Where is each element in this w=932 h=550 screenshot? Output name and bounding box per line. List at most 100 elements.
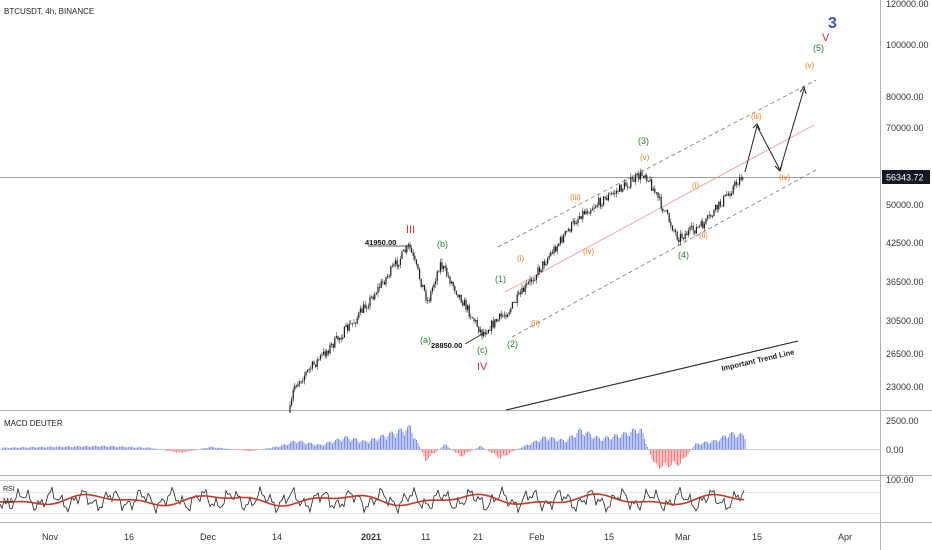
candle-body xyxy=(503,315,505,316)
macd-bar xyxy=(350,441,351,450)
candle-body xyxy=(516,294,518,303)
macd-bar xyxy=(365,440,366,450)
macd-bar xyxy=(66,446,68,450)
macd-bar xyxy=(93,445,95,450)
high-label: 41950.00 xyxy=(365,238,396,247)
candle-body xyxy=(719,201,721,206)
macd-bar xyxy=(575,437,576,450)
macd-bar xyxy=(267,448,269,450)
macd-bar xyxy=(708,443,710,450)
macd-bar xyxy=(144,447,146,450)
macd-bar xyxy=(537,441,539,450)
macd-bar xyxy=(239,449,240,451)
macd-bar xyxy=(68,446,69,450)
macd-bar xyxy=(104,445,105,450)
candle-body xyxy=(316,359,318,367)
macd-bar xyxy=(695,443,696,450)
macd-bar xyxy=(383,434,384,450)
candle-body xyxy=(329,344,331,354)
macd-bar xyxy=(278,447,279,450)
macd-bar xyxy=(668,449,669,468)
macd-bar xyxy=(639,428,641,450)
macd-bar xyxy=(72,447,74,450)
candle-body xyxy=(379,286,381,288)
macd-bar xyxy=(102,445,104,450)
macd-bar xyxy=(456,449,458,454)
macd-bar xyxy=(495,449,497,456)
macd-bar xyxy=(254,449,255,451)
macd-bar xyxy=(371,438,372,450)
macd-bar xyxy=(321,444,323,450)
channel-upper xyxy=(497,79,817,248)
macd-bar xyxy=(24,447,26,450)
macd-bar xyxy=(536,440,537,450)
macd-bar xyxy=(359,443,360,450)
candle-body xyxy=(430,291,432,302)
macd-bar xyxy=(638,433,639,450)
candle-body xyxy=(299,381,301,384)
macd-bar xyxy=(167,449,168,451)
candle-body xyxy=(558,243,560,247)
macd-bar xyxy=(182,449,183,453)
candle-body xyxy=(371,296,373,298)
candle-body xyxy=(531,279,533,282)
macd-bar xyxy=(186,449,188,452)
macd-bar xyxy=(116,447,117,450)
candle-body xyxy=(311,361,313,369)
macd-bar xyxy=(381,434,383,450)
time-tick: 15 xyxy=(604,532,614,542)
macd-bar xyxy=(147,447,149,450)
macd-bar xyxy=(483,448,485,450)
candle-body xyxy=(403,249,405,252)
candle-body xyxy=(324,351,326,357)
macd-bar xyxy=(50,446,51,450)
macd-bar xyxy=(272,447,273,450)
macd-bar xyxy=(266,448,267,450)
rsi-tick: 100.00 xyxy=(886,475,914,485)
candle-body xyxy=(492,320,494,328)
macd-bar xyxy=(23,447,24,450)
wave-label-sub-v: (v) xyxy=(640,153,650,162)
time-tick: Nov xyxy=(42,532,59,542)
macd-bar xyxy=(128,446,129,450)
macd-bar xyxy=(434,449,435,454)
macd-bar xyxy=(132,447,134,450)
candle-body xyxy=(707,215,709,219)
macd-bar xyxy=(171,449,173,452)
macd-bar xyxy=(369,441,371,450)
candle-body xyxy=(695,227,697,234)
candle-body xyxy=(425,290,427,301)
macd-bar xyxy=(107,446,108,450)
candle-body xyxy=(638,173,640,180)
candle-body xyxy=(702,221,704,229)
macd-bar xyxy=(417,443,419,450)
candle-body xyxy=(359,308,361,313)
macd-bar xyxy=(555,440,557,450)
candle-body xyxy=(561,236,563,243)
candle-body xyxy=(716,204,718,210)
macd-bar xyxy=(318,444,320,450)
wave-label-sub-ii: (ii) xyxy=(531,319,540,328)
candle-body xyxy=(651,179,653,191)
macd-bar xyxy=(11,447,12,450)
candle-body xyxy=(726,194,728,196)
macd-bar xyxy=(120,446,122,450)
macd-bar xyxy=(564,442,566,450)
macd-bar xyxy=(554,438,555,450)
macd-bar xyxy=(276,446,278,450)
macd-bar xyxy=(507,449,509,455)
channel-lower xyxy=(511,169,817,338)
candle-body xyxy=(468,305,470,317)
candle-body xyxy=(339,337,341,340)
candle-body xyxy=(548,256,550,259)
time-tick: 14 xyxy=(272,532,282,542)
macd-bar xyxy=(122,446,123,450)
macd-bar xyxy=(497,449,498,458)
candle-body xyxy=(566,230,568,232)
macd-bar xyxy=(683,449,684,458)
macd-bar xyxy=(645,443,647,450)
macd-bar xyxy=(392,431,393,450)
macd-bar xyxy=(648,449,650,451)
candle-body xyxy=(527,282,529,284)
candle-body xyxy=(588,213,590,214)
